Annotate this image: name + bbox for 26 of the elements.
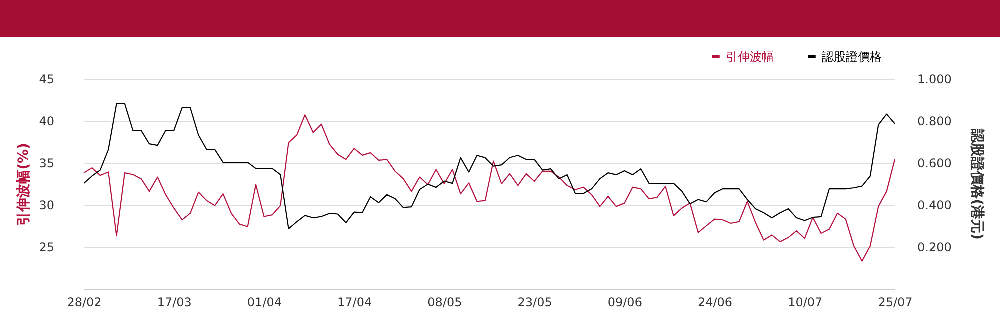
x-tick-label: 23/05 xyxy=(518,296,552,310)
line-series xyxy=(83,103,896,230)
x-tick-label: 24/06 xyxy=(698,296,733,310)
x-tick-label: 17/04 xyxy=(338,296,372,310)
y2-tick-label: 0.400 xyxy=(918,198,952,212)
y2-tick-label: 0.800 xyxy=(918,114,952,128)
x-tick-label: 17/03 xyxy=(157,296,192,310)
x-tick-label: 09/06 xyxy=(608,296,642,310)
legend-label: 引伸波幅 xyxy=(726,50,774,64)
y-tick-label: 45 xyxy=(39,72,54,86)
y2-tick-label: 0.600 xyxy=(918,156,952,170)
x-tick-label: 01/04 xyxy=(247,296,282,310)
y2-tick-label: 0.200 xyxy=(918,240,952,254)
y-tick-label: 25 xyxy=(39,240,54,254)
y-tick-label: 35 xyxy=(39,156,54,170)
x-tick-label: 08/05 xyxy=(428,296,462,310)
line-series xyxy=(83,114,896,262)
y2-tick-label: 1.000 xyxy=(918,72,952,86)
x-tick-label: 10/07 xyxy=(788,296,823,310)
x-tick-label: 28/02 xyxy=(67,296,102,310)
x-tick-label: 25/07 xyxy=(878,296,913,310)
y2-axis-title: 認股證價格(港元) xyxy=(968,128,986,240)
legend-label: 認股證價格 xyxy=(822,50,882,64)
y-axis-title: 引伸波幅(%) xyxy=(16,143,32,226)
y-tick-label: 30 xyxy=(39,198,54,212)
y-tick-label: 40 xyxy=(39,114,54,128)
